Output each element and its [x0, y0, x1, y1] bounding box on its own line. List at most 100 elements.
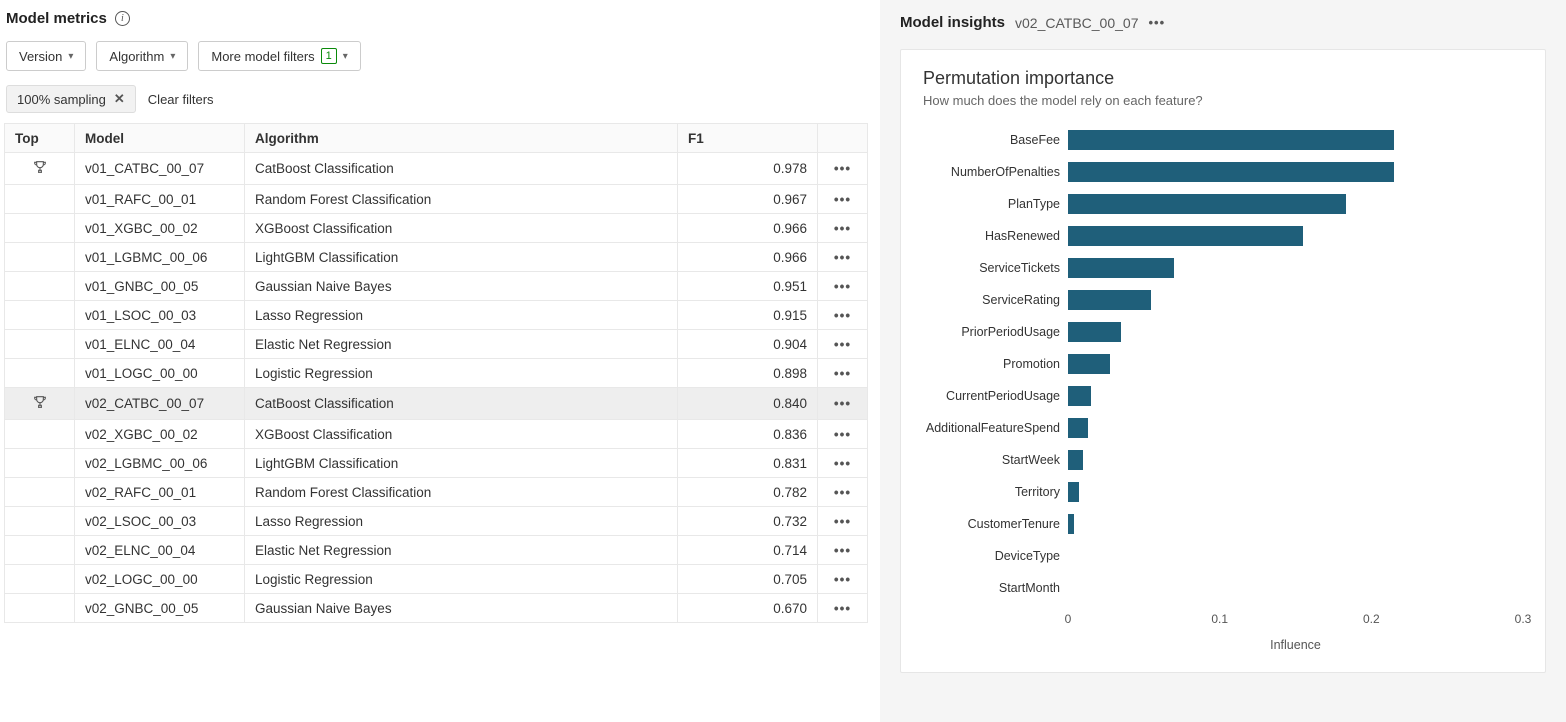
cell-actions[interactable]: •••	[818, 330, 868, 359]
bar[interactable]	[1068, 130, 1394, 150]
more-icon[interactable]: •••	[834, 221, 851, 236]
more-icon[interactable]: •••	[834, 396, 851, 411]
table-row[interactable]: v02_LOGC_00_00Logistic Regression0.705••…	[5, 565, 868, 594]
cell-actions[interactable]: •••	[818, 359, 868, 388]
bar[interactable]	[1068, 194, 1346, 214]
algorithm-filter-label: Algorithm	[109, 49, 164, 64]
bar[interactable]	[1068, 290, 1151, 310]
bar-track	[1068, 194, 1523, 214]
more-icon[interactable]: •••	[834, 601, 851, 616]
version-filter-button[interactable]: Version ▾	[6, 41, 86, 71]
cell-actions[interactable]: •••	[818, 272, 868, 301]
bar[interactable]	[1068, 482, 1079, 502]
bar[interactable]	[1068, 450, 1083, 470]
feature-bar-row: CustomerTenure	[923, 508, 1523, 540]
more-icon[interactable]: •••	[834, 308, 851, 323]
close-icon[interactable]: ✕	[114, 91, 125, 107]
insights-more-icon[interactable]: •••	[1148, 15, 1165, 30]
col-header-top[interactable]: Top	[5, 124, 75, 153]
more-icon[interactable]: •••	[834, 485, 851, 500]
more-icon[interactable]: •••	[834, 366, 851, 381]
algorithm-filter-button[interactable]: Algorithm ▾	[96, 41, 188, 71]
bar-track	[1068, 514, 1523, 534]
cell-actions[interactable]: •••	[818, 536, 868, 565]
cell-actions[interactable]: •••	[818, 594, 868, 623]
more-icon[interactable]: •••	[834, 456, 851, 471]
cell-model: v01_LSOC_00_03	[75, 301, 245, 330]
cell-actions[interactable]: •••	[818, 243, 868, 272]
cell-top	[5, 388, 75, 420]
bar[interactable]	[1068, 386, 1091, 406]
bar[interactable]	[1068, 226, 1303, 246]
table-row[interactable]: v02_LGBMC_00_06LightGBM Classification0.…	[5, 449, 868, 478]
feature-label: AdditionalFeatureSpend	[923, 421, 1068, 435]
bar[interactable]	[1068, 514, 1074, 534]
bar-track	[1068, 482, 1523, 502]
table-row[interactable]: v01_GNBC_00_05Gaussian Naive Bayes0.951•…	[5, 272, 868, 301]
cell-actions[interactable]: •••	[818, 565, 868, 594]
cell-actions[interactable]: •••	[818, 507, 868, 536]
cell-actions[interactable]: •••	[818, 449, 868, 478]
table-row[interactable]: v02_GNBC_00_05Gaussian Naive Bayes0.670•…	[5, 594, 868, 623]
cell-actions[interactable]: •••	[818, 478, 868, 507]
cell-actions[interactable]: •••	[818, 301, 868, 330]
bar[interactable]	[1068, 418, 1088, 438]
more-icon[interactable]: •••	[834, 514, 851, 529]
more-icon[interactable]: •••	[834, 337, 851, 352]
cell-algo: Logistic Regression	[245, 359, 678, 388]
feature-bar-row: BaseFee	[923, 124, 1523, 156]
info-icon[interactable]: i	[115, 11, 130, 26]
bar-track	[1068, 290, 1523, 310]
table-row[interactable]: v01_LOGC_00_00Logistic Regression0.898••…	[5, 359, 868, 388]
cell-algo: CatBoost Classification	[245, 153, 678, 185]
cell-f1: 0.967	[678, 185, 818, 214]
more-icon[interactable]: •••	[834, 543, 851, 558]
cell-actions[interactable]: •••	[818, 388, 868, 420]
bar[interactable]	[1068, 258, 1174, 278]
table-row[interactable]: v01_CATBC_00_07CatBoost Classification0.…	[5, 153, 868, 185]
more-icon[interactable]: •••	[834, 279, 851, 294]
col-header-model[interactable]: Model	[75, 124, 245, 153]
more-icon[interactable]: •••	[834, 192, 851, 207]
table-row[interactable]: v02_LSOC_00_03Lasso Regression0.732•••	[5, 507, 868, 536]
cell-algo: Gaussian Naive Bayes	[245, 272, 678, 301]
table-row[interactable]: v01_ELNC_00_04Elastic Net Regression0.90…	[5, 330, 868, 359]
filter-chip-sampling[interactable]: 100% sampling ✕	[6, 85, 136, 113]
more-icon[interactable]: •••	[834, 250, 851, 265]
table-row[interactable]: v02_ELNC_00_04Elastic Net Regression0.71…	[5, 536, 868, 565]
cell-algo: Random Forest Classification	[245, 185, 678, 214]
bar[interactable]	[1068, 322, 1121, 342]
table-row[interactable]: v01_LGBMC_00_06LightGBM Classification0.…	[5, 243, 868, 272]
cell-actions[interactable]: •••	[818, 185, 868, 214]
clear-filters-link[interactable]: Clear filters	[148, 92, 214, 107]
cell-top	[5, 478, 75, 507]
table-row[interactable]: v01_XGBC_00_02XGBoost Classification0.96…	[5, 214, 868, 243]
cell-actions[interactable]: •••	[818, 214, 868, 243]
bar-track	[1068, 322, 1523, 342]
filter-chip-label: 100% sampling	[17, 92, 106, 107]
bar[interactable]	[1068, 354, 1110, 374]
feature-label: CustomerTenure	[923, 517, 1068, 531]
cell-model: v01_LGBMC_00_06	[75, 243, 245, 272]
feature-importance-chart: BaseFeeNumberOfPenaltiesPlanTypeHasRenew…	[923, 124, 1523, 652]
table-row[interactable]: v01_LSOC_00_03Lasso Regression0.915•••	[5, 301, 868, 330]
bar[interactable]	[1068, 162, 1394, 182]
more-icon[interactable]: •••	[834, 572, 851, 587]
table-row[interactable]: v02_RAFC_00_01Random Forest Classificati…	[5, 478, 868, 507]
bar-track	[1068, 386, 1523, 406]
table-row[interactable]: v02_XGBC_00_02XGBoost Classification0.83…	[5, 420, 868, 449]
more-icon[interactable]: •••	[834, 161, 851, 176]
feature-bar-row: DeviceType	[923, 540, 1523, 572]
col-header-f1[interactable]: F1	[678, 124, 818, 153]
table-row[interactable]: v02_CATBC_00_07CatBoost Classification0.…	[5, 388, 868, 420]
more-icon[interactable]: •••	[834, 427, 851, 442]
cell-actions[interactable]: •••	[818, 420, 868, 449]
cell-top	[5, 330, 75, 359]
cell-actions[interactable]: •••	[818, 153, 868, 185]
table-row[interactable]: v01_RAFC_00_01Random Forest Classificati…	[5, 185, 868, 214]
x-axis: 00.10.20.3	[923, 612, 1523, 628]
metrics-pane: Model metrics i Version ▾ Algorithm ▾ Mo…	[0, 0, 880, 722]
more-filters-button[interactable]: More model filters 1 ▾	[198, 41, 360, 71]
col-header-algo[interactable]: Algorithm	[245, 124, 678, 153]
app-root: Model metrics i Version ▾ Algorithm ▾ Mo…	[0, 0, 1566, 722]
